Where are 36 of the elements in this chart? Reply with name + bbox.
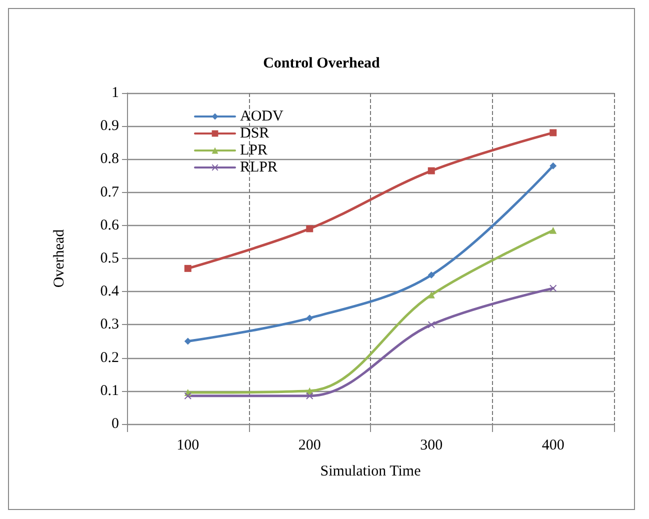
- point: [428, 167, 435, 174]
- y-tick-label: 0.3: [100, 316, 119, 333]
- x-tick-label: 400: [542, 438, 564, 454]
- legend-label: RLPR: [240, 160, 278, 176]
- y-tick-label: 0.8: [100, 151, 119, 168]
- legend-label: LPR: [240, 142, 268, 158]
- point: [306, 392, 314, 400]
- y-tick-label: 0.1: [100, 382, 119, 399]
- x-tick-label: 300: [420, 438, 443, 454]
- y-tick-label: 1: [112, 85, 119, 101]
- x-axis-title: Simulation Time: [320, 464, 422, 480]
- point: [184, 264, 192, 272]
- legend-label: AODV: [240, 108, 284, 124]
- y-tick-label: 0.2: [100, 350, 119, 366]
- y-axis-title: Overhead: [52, 228, 68, 288]
- y-tick-label: 0: [112, 416, 119, 432]
- x-tick-label: 200: [298, 438, 321, 454]
- point: [550, 226, 557, 234]
- y-tick-label: 0.5: [100, 250, 119, 266]
- point: [306, 225, 314, 232]
- point: [428, 291, 435, 298]
- point: [306, 314, 314, 322]
- point: [184, 338, 192, 345]
- point: [550, 129, 557, 136]
- point: [428, 321, 435, 328]
- legend-label: DSR: [240, 126, 270, 142]
- point: [184, 392, 192, 400]
- chart-title: Control Overhead: [263, 56, 381, 72]
- y-tick-label: 0.6: [100, 217, 120, 234]
- point: [550, 284, 557, 292]
- y-tick-label: 0.7: [100, 184, 120, 200]
- point: [428, 272, 435, 279]
- x-tick-label: 100: [176, 438, 200, 454]
- y-tick-label: 0.4: [100, 284, 120, 300]
- point: [550, 162, 557, 170]
- y-tick-label: 0.9: [100, 118, 119, 134]
